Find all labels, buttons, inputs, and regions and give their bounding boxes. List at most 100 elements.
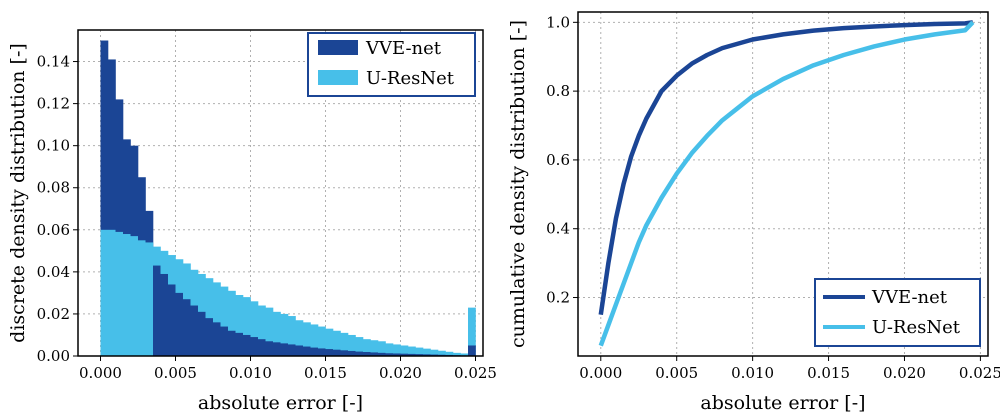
histogram-bar-u-resnet xyxy=(265,307,274,356)
histogram-bar-vve-net xyxy=(415,354,424,356)
histogram-bar-vve-net xyxy=(273,342,281,356)
histogram-bar-u-resnet xyxy=(138,240,146,356)
cdf-ytick-label: 0.6 xyxy=(546,151,570,169)
cdf-line-u-resnet xyxy=(598,20,975,347)
legend-swatch-u-resnet xyxy=(318,70,358,85)
histogram-xtick-label: 0.010 xyxy=(229,364,272,382)
cdf-ylabel: cumulative density distribution [-] xyxy=(507,20,529,348)
cdf-legend-box xyxy=(814,278,981,347)
histogram-bar-vve-net xyxy=(385,353,394,356)
histogram-legend: VVE-net U-ResNet xyxy=(307,32,476,97)
cdf-xtick-label: 0.025 xyxy=(959,364,1000,382)
histogram-ytick-label: 0.02 xyxy=(37,305,70,323)
histogram-bar-vve-net xyxy=(280,343,289,356)
histogram-bar-vve-net xyxy=(378,352,386,356)
histogram-bar-u-resnet xyxy=(115,231,124,356)
cdf-xtick-label: 0.015 xyxy=(807,364,850,382)
histogram-bar-vve-net xyxy=(108,59,116,356)
histogram-bar-u-resnet xyxy=(385,343,394,356)
histogram-bar-u-resnet xyxy=(333,330,341,356)
histogram-bar-vve-net xyxy=(198,311,206,356)
histogram-bar-vve-net xyxy=(393,353,401,356)
histogram-bar-vve-net xyxy=(325,349,334,356)
histogram-bar-vve-net xyxy=(160,273,169,356)
histogram-bar-vve-net xyxy=(115,99,124,357)
histogram-ticks: 0.000 0.005 0.010 0.015 0.020 0.025 0.00 0.02 0.… xyxy=(37,53,497,382)
histogram-ytick-label: 0.00 xyxy=(37,347,70,365)
histogram-bar-vve-net xyxy=(250,337,259,356)
legend-label-vve-net: VVE-net xyxy=(365,38,442,59)
cdf-xtick-label: 0.020 xyxy=(883,364,926,382)
histogram-bar-vve-net xyxy=(340,350,349,356)
cdf-panel: 0.000 0.005 0.010 0.015 0.020 0.025 0.2 0.4 0.6 0… xyxy=(507,11,1000,414)
histogram-bar-u-resnet xyxy=(108,229,116,356)
histogram-bar-vve-net xyxy=(370,352,379,356)
histogram-bar-u-resnet xyxy=(453,352,461,356)
cdf-plot-frame xyxy=(577,11,989,357)
histogram-bar-vve-net xyxy=(310,347,319,356)
histogram-bar-vve-net xyxy=(175,292,184,356)
histogram-bar-u-resnet xyxy=(295,320,304,356)
histogram-bar-u-resnet xyxy=(250,301,259,356)
histogram-bar-u-resnet xyxy=(310,324,319,356)
histogram-bar-vve-net xyxy=(423,354,431,356)
histogram-bar-u-resnet xyxy=(220,286,229,356)
histogram-bar-u-resnet xyxy=(460,353,469,356)
histogram-bar-vve-net xyxy=(318,348,326,356)
histogram-bar-vve-net xyxy=(288,344,296,356)
histogram-bar-vve-net xyxy=(355,351,364,356)
cdf-lines xyxy=(598,20,975,347)
cdf-line-vve-net xyxy=(598,20,974,316)
histogram-bar-u-resnet xyxy=(325,328,334,356)
histogram-bar-vve-net xyxy=(408,353,416,356)
histogram-panel: 0.000 0.005 0.010 0.015 0.020 0.025 0.00 0.02 0.… xyxy=(7,29,497,414)
histogram-ytick-label: 0.12 xyxy=(37,95,70,113)
cdf-ytick-label: 0.8 xyxy=(546,82,570,100)
cdf-ytick-label: 0.4 xyxy=(546,220,570,238)
histogram-bar-vve-net xyxy=(400,353,409,356)
histogram-bar-u-resnet xyxy=(445,351,454,356)
cdf-xtick-label: 0.010 xyxy=(731,364,774,382)
histogram-bar-u-resnet xyxy=(303,322,311,356)
histogram-xtick-label: 0.020 xyxy=(379,364,422,382)
histogram-bar-u-resnet xyxy=(213,282,221,356)
histogram-bar-u-resnet xyxy=(145,242,154,356)
legend-swatch-vve-net xyxy=(318,40,358,55)
cdf-ytick-label: 0.2 xyxy=(546,289,570,307)
histogram-ytick-label: 0.08 xyxy=(37,179,70,197)
histogram-bar-vve-net xyxy=(213,322,221,356)
histogram-ytick-label: 0.04 xyxy=(37,263,70,281)
histogram-bar-u-resnet xyxy=(280,313,289,356)
histogram-bar-u-resnet xyxy=(228,290,236,356)
histogram-bar-u-resnet xyxy=(340,332,349,356)
histogram-xtick-label: 0.000 xyxy=(79,364,122,382)
histogram-bar-u-resnet xyxy=(205,278,214,356)
histogram-bar-vve-net xyxy=(348,350,356,356)
histogram-ylabel: discrete density distribution [-] xyxy=(7,43,29,343)
legend-label-u-resnet: U-ResNet xyxy=(366,68,455,89)
histogram-bar-u-resnet xyxy=(288,316,296,356)
cdf-xtick-label: 0.000 xyxy=(579,364,622,382)
histogram-bar-u-resnet xyxy=(363,339,371,356)
histogram-bar-vve-net xyxy=(235,332,244,356)
histogram-bar-vve-net xyxy=(228,330,236,356)
histogram-bar-vve-net xyxy=(168,284,176,356)
histogram-bars xyxy=(100,40,476,357)
cdf-legend-label-u-resnet: U-ResNet xyxy=(872,317,961,338)
histogram-bar-u-resnet xyxy=(415,347,424,356)
histogram-bar-vve-net xyxy=(303,346,311,356)
histogram-bar-u-resnet xyxy=(258,305,266,356)
cdf-xlabel: absolute error [-] xyxy=(700,392,865,414)
histogram-bar-vve-net xyxy=(258,339,266,356)
histogram-ytick-label: 0.10 xyxy=(37,137,70,155)
histogram-bar-vve-net xyxy=(220,326,229,356)
histogram-bar-u-resnet xyxy=(468,307,476,356)
cdf-legend: VVE-net U-ResNet xyxy=(814,278,981,347)
histogram-bar-u-resnet xyxy=(430,349,439,356)
histogram-bar-vve-net xyxy=(333,349,341,356)
histogram-bar-u-resnet xyxy=(355,337,364,356)
histogram-xtick-label: 0.015 xyxy=(304,364,347,382)
histogram-bar-u-resnet xyxy=(318,326,326,356)
histogram-bar-u-resnet xyxy=(100,229,109,356)
histogram-bar-vve-net xyxy=(363,352,371,356)
